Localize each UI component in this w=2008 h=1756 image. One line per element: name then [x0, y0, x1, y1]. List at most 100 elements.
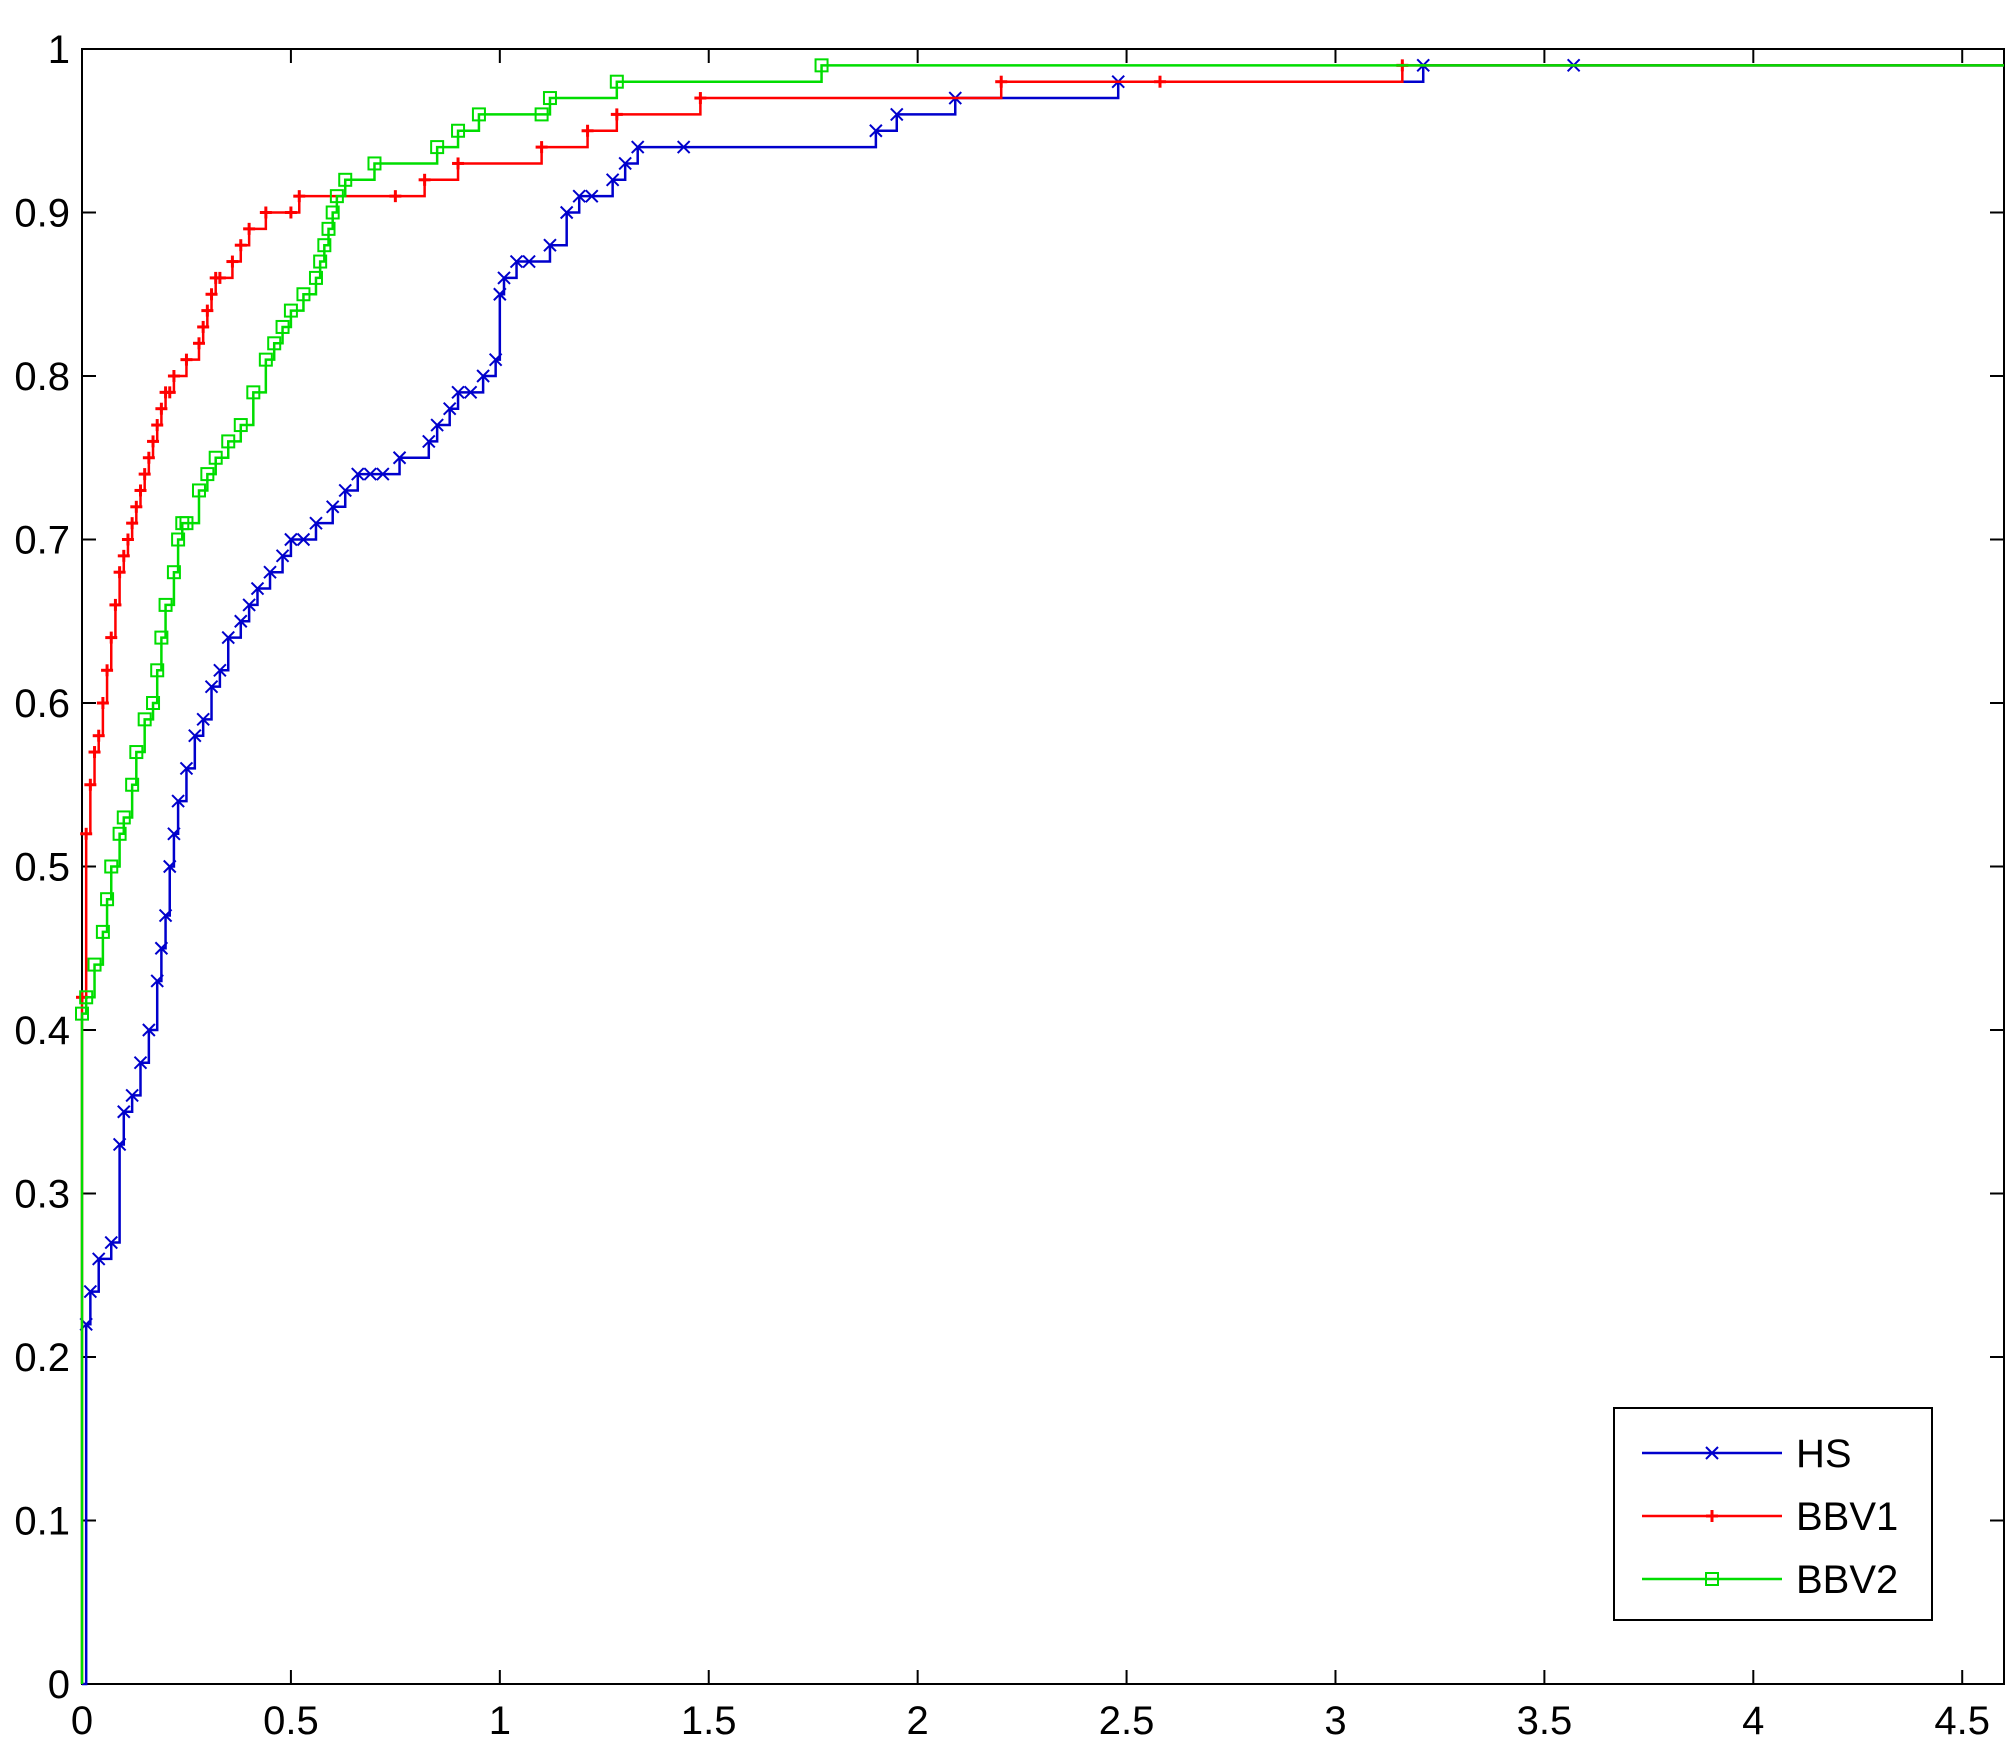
- x-tick-label: 4: [1742, 1699, 1764, 1743]
- x-tick-label: 1.5: [681, 1699, 737, 1743]
- x-tick-label: 1: [489, 1699, 511, 1743]
- data-point-bbv2: [609, 74, 624, 89]
- data-point-hs: [559, 205, 574, 220]
- data-point-bbv2: [95, 924, 110, 939]
- data-point-hs: [250, 581, 265, 596]
- data-point-bbv2: [104, 859, 119, 874]
- data-point-hs: [92, 1252, 106, 1266]
- data-point-bbv1: [995, 75, 1008, 88]
- data-point-hs: [188, 728, 202, 743]
- data-point-hs: [296, 532, 311, 547]
- y-tick-label: 1: [48, 28, 70, 72]
- data-point-bbv2: [430, 140, 445, 155]
- data-point-hs: [351, 467, 365, 481]
- data-point-bbv2: [471, 107, 486, 122]
- data-point-bbv1: [610, 108, 623, 121]
- data-point-hs: [585, 189, 599, 203]
- data-point-hs: [463, 385, 478, 400]
- data-point-hs: [213, 663, 227, 678]
- data-point-hs: [234, 614, 248, 628]
- data-point-hs: [83, 1284, 98, 1299]
- data-point-hs: [112, 1137, 127, 1152]
- series-bbv1: [76, 59, 2004, 1684]
- data-point-hs: [204, 679, 219, 694]
- data-point-bbv2: [179, 516, 194, 531]
- data-point-hs: [572, 189, 586, 203]
- data-point-bbv1: [151, 419, 164, 432]
- x-tick-label: 2.5: [1099, 1699, 1155, 1743]
- series-line-hs: [82, 64, 2004, 1686]
- data-point-bbv2: [367, 156, 382, 171]
- data-point-hs: [309, 516, 323, 530]
- data-point-bbv1: [180, 353, 193, 366]
- data-point-hs: [163, 859, 177, 874]
- legend-marker: [1705, 1572, 1719, 1586]
- data-point-bbv2: [100, 892, 115, 907]
- legend-items: HS BBV1 BBV2: [1642, 1432, 1898, 1602]
- data-point-bbv1: [259, 206, 272, 219]
- data-point-bbv2: [112, 826, 127, 841]
- data-point-hs: [890, 107, 904, 122]
- data-point-hs: [497, 271, 511, 285]
- data-point-bbv2: [317, 238, 332, 253]
- x-tick-label: 3.5: [1517, 1699, 1573, 1743]
- data-point-bbv1: [138, 468, 151, 481]
- data-point-hs: [543, 238, 557, 252]
- y-tick-label: 0.8: [14, 355, 70, 399]
- data-point-hs: [618, 156, 632, 171]
- series-bbv2: [75, 58, 2004, 1684]
- data-point-hs: [631, 140, 645, 154]
- data-point-bbv1: [147, 435, 160, 448]
- legend-box: [1613, 1407, 1933, 1621]
- data-point-bbv1: [452, 157, 465, 170]
- y-tick-label: 0.3: [14, 1173, 70, 1217]
- data-point-bbv1: [134, 484, 147, 497]
- data-point-bbv1: [581, 124, 594, 137]
- data-point-bbv2: [814, 58, 829, 73]
- data-point-hs: [676, 140, 691, 154]
- data-point-hs: [275, 549, 290, 563]
- data-point-hs: [392, 451, 407, 465]
- data-point-bbv2: [283, 303, 298, 318]
- data-point-hs: [522, 254, 536, 269]
- data-point-hs: [104, 1235, 118, 1250]
- data-point-bbv1: [243, 222, 256, 235]
- data-point-bbv2: [221, 434, 236, 449]
- legend-item-bbv2: BBV2: [1642, 1558, 1898, 1602]
- legend-item-bbv1: BBV1: [1642, 1495, 1898, 1539]
- data-point-bbv2: [267, 336, 282, 351]
- data-point-bbv2: [542, 91, 557, 106]
- data-point-hs: [442, 401, 457, 416]
- data-point-bbv2: [233, 418, 248, 433]
- data-point-hs: [488, 352, 503, 367]
- data-point-hs: [338, 483, 352, 498]
- data-point-hs: [451, 385, 465, 400]
- data-point-hs: [605, 173, 620, 187]
- data-point-bbv2: [329, 189, 344, 204]
- data-point-bbv1: [293, 190, 306, 203]
- data-point-bbv1: [84, 778, 97, 791]
- x-tick-label: 0.5: [263, 1699, 319, 1743]
- data-point-bbv1: [80, 827, 93, 840]
- data-point-bbv1: [234, 239, 247, 252]
- data-point-hs: [133, 1055, 148, 1070]
- data-point-bbv1: [155, 402, 168, 415]
- data-point-bbv2: [200, 467, 215, 482]
- data-point-hs: [493, 287, 507, 301]
- data-point-bbv2: [325, 205, 340, 220]
- data-point-hs: [179, 761, 194, 776]
- data-point-bbv2: [308, 270, 323, 285]
- data-point-bbv1: [205, 288, 218, 301]
- data-point-bbv1: [121, 533, 134, 546]
- data-point-bbv1: [109, 598, 122, 611]
- legend-label: BBV2: [1796, 1558, 1898, 1602]
- series-layer: [75, 58, 2004, 1686]
- y-axis: 0 0.1 0.2 0.3 0.4 0.5 0.6 0.7 0.8 0.9 1: [14, 28, 2004, 1707]
- data-point-bbv1: [130, 500, 143, 513]
- data-point-bbv1: [197, 320, 210, 333]
- data-point-bbv2: [116, 810, 131, 825]
- data-point-hs: [363, 467, 378, 481]
- data-point-bbv1: [389, 190, 402, 203]
